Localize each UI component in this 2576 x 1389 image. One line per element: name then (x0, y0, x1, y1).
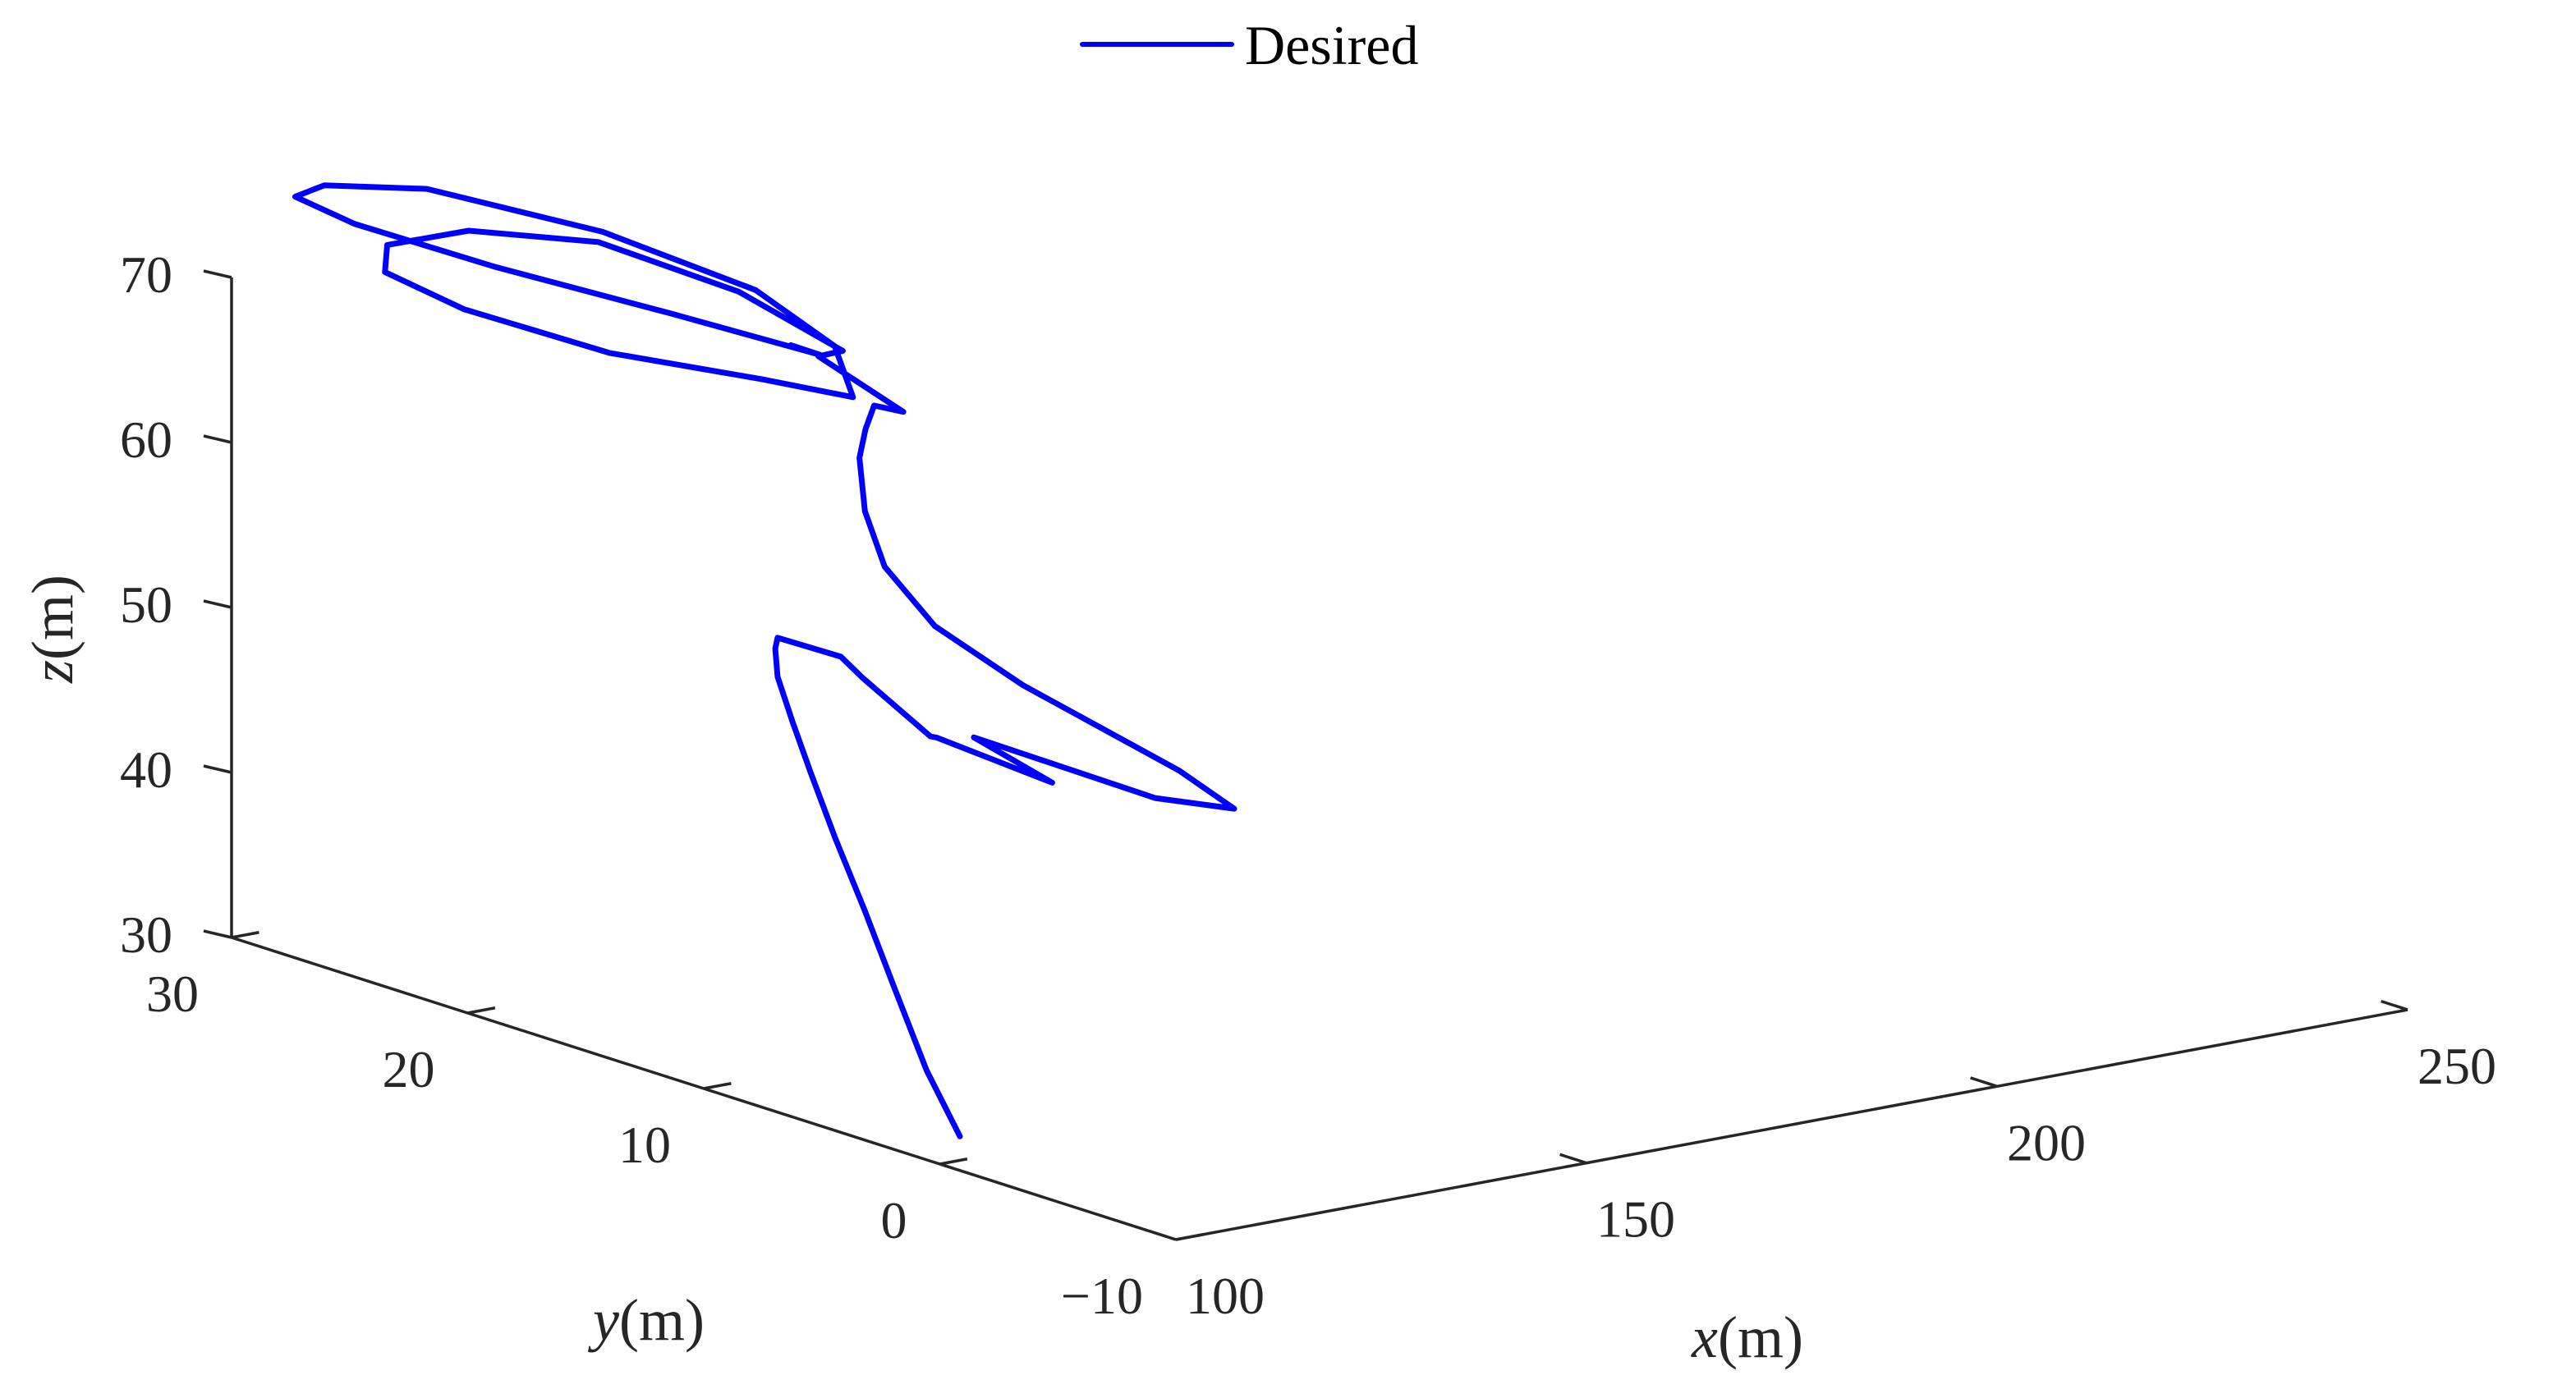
z-tick-mark (203, 764, 232, 774)
x-tick-label: 250 (2418, 1037, 2496, 1095)
z-tick-mark (203, 599, 232, 609)
y-tick-label: −10 (1061, 1267, 1143, 1325)
z-tick-mark (203, 269, 232, 279)
y-tick-mark (231, 931, 259, 939)
x-axis-title: x(m) (1691, 1304, 1803, 1370)
y-tick-label: 10 (618, 1116, 671, 1174)
x-tick-label: 150 (1596, 1190, 1675, 1249)
series-line-desired (292, 182, 1237, 1139)
z-tick-label: 60 (120, 410, 172, 469)
y-tick-mark (467, 1006, 496, 1015)
y-tick-label: 0 (881, 1191, 907, 1249)
z-tick-label: 40 (120, 740, 172, 799)
y-axis-title-var: y (587, 1287, 619, 1353)
x-axis-line (1175, 1008, 2408, 1241)
y-tick-mark (939, 1158, 968, 1166)
y-tick-label: 30 (146, 965, 199, 1023)
legend-label-desired: Desired (1245, 14, 1418, 76)
plot-area (292, 182, 1237, 1139)
z-tick-label: 30 (120, 905, 172, 964)
x-tick-mark (1559, 1153, 1587, 1165)
z-tick-label: 70 (120, 245, 172, 304)
z-tick-mark (203, 434, 232, 444)
x-axis-title-var: x (1691, 1304, 1718, 1370)
z-tick-mark (203, 929, 232, 939)
z-axis-title-var: z (20, 660, 85, 684)
y-tick-mark (1175, 1233, 1204, 1241)
x-tick-mark (2381, 999, 2408, 1011)
z-tick-label: 50 (120, 575, 172, 634)
y-tick-mark (703, 1082, 732, 1090)
z-axis-title-unit: (m) (20, 575, 85, 660)
y-axis-title: y(m) (587, 1287, 705, 1353)
y-axis-title-unit: (m) (619, 1287, 705, 1353)
x-tick-mark (1149, 1229, 1177, 1241)
x-tick-label: 100 (1186, 1267, 1265, 1325)
z-axis-title: z(m) (20, 575, 85, 684)
y-tick-label: 20 (383, 1040, 435, 1098)
x-tick-mark (1970, 1076, 1998, 1089)
x-axis-title-unit: (m) (1718, 1304, 1803, 1370)
legend: Desired (1080, 14, 1418, 76)
x-tick-label: 200 (2007, 1113, 2086, 1171)
